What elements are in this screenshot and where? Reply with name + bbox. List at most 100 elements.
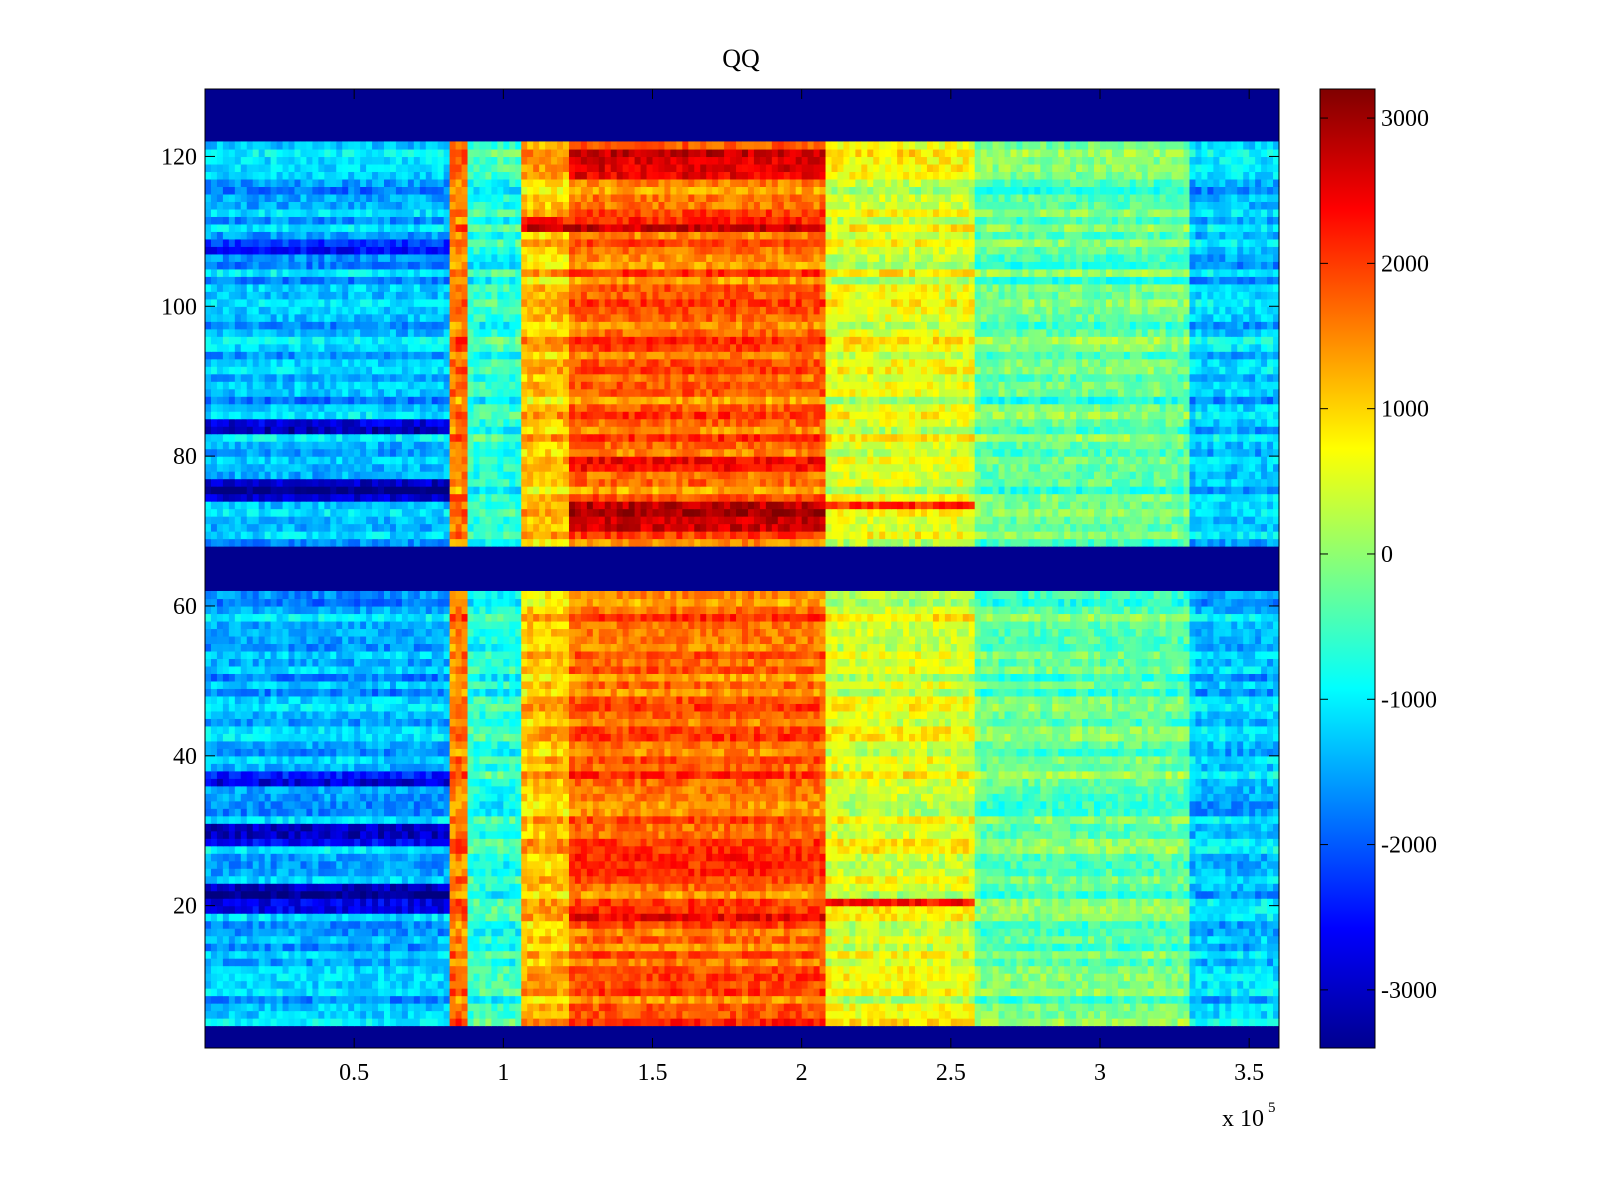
heatmap-cell bbox=[610, 995, 618, 1004]
heatmap-cell bbox=[294, 838, 302, 847]
heatmap-cell bbox=[473, 950, 481, 959]
heatmap-cell bbox=[210, 830, 218, 839]
heatmap-cell bbox=[992, 1003, 1000, 1012]
heatmap-cell bbox=[372, 830, 379, 839]
heatmap-cell bbox=[1105, 883, 1113, 892]
heatmap-cell bbox=[527, 920, 534, 929]
heatmap-cell bbox=[288, 860, 296, 869]
heatmap-cell bbox=[1213, 890, 1220, 899]
heatmap-cell bbox=[1129, 988, 1137, 997]
heatmap-cell bbox=[974, 1003, 982, 1012]
heatmap-cell bbox=[1231, 1003, 1238, 1012]
heatmap-cell bbox=[449, 965, 457, 974]
heatmap-cell bbox=[694, 973, 701, 982]
heatmap-cell bbox=[515, 830, 522, 839]
heatmap-cell bbox=[664, 943, 671, 952]
heatmap-cell bbox=[246, 823, 254, 832]
heatmap-cell bbox=[1070, 890, 1077, 899]
heatmap-cell bbox=[228, 845, 236, 854]
heatmap-cell bbox=[592, 853, 600, 862]
heatmap-cell bbox=[783, 995, 791, 1004]
heatmap-cell bbox=[1195, 935, 1203, 944]
heatmap-cell bbox=[730, 883, 737, 892]
heatmap-cell bbox=[1183, 905, 1191, 914]
heatmap-cell bbox=[300, 920, 308, 929]
heatmap-cell bbox=[312, 1018, 319, 1027]
heatmap-cell bbox=[372, 980, 379, 989]
heatmap-cell bbox=[354, 913, 361, 922]
heatmap-cell bbox=[634, 1018, 642, 1027]
heatmap-cell bbox=[897, 890, 904, 899]
heatmap-cell bbox=[974, 890, 982, 899]
heatmap-cell bbox=[222, 928, 230, 937]
heatmap-cell bbox=[234, 1003, 242, 1012]
heatmap-cell bbox=[1111, 1010, 1119, 1019]
heatmap-cell bbox=[574, 868, 582, 877]
heatmap-cell bbox=[234, 830, 242, 839]
heatmap-cell bbox=[664, 830, 671, 839]
heatmap-cell bbox=[998, 860, 1006, 869]
heatmap-cell bbox=[366, 1010, 373, 1019]
heatmap-cell bbox=[831, 853, 839, 862]
heatmap-cell bbox=[1273, 823, 1280, 832]
heatmap-cell bbox=[724, 830, 731, 839]
heatmap-cell bbox=[747, 890, 755, 899]
heatmap-cell bbox=[1016, 838, 1024, 847]
heatmap-cell bbox=[461, 860, 469, 869]
heatmap-cell bbox=[401, 845, 409, 854]
heatmap-cell bbox=[1165, 1003, 1173, 1012]
heatmap-cell bbox=[336, 958, 343, 967]
heatmap-cell bbox=[1094, 868, 1101, 877]
heatmap-cell bbox=[956, 928, 964, 937]
heatmap-cell bbox=[563, 898, 570, 907]
heatmap-cell bbox=[395, 845, 403, 854]
heatmap-cell bbox=[622, 920, 630, 929]
heatmap-cell bbox=[401, 830, 409, 839]
heatmap-cell bbox=[664, 950, 671, 959]
heatmap-cell bbox=[855, 815, 862, 824]
heatmap-cell bbox=[616, 890, 624, 899]
heatmap-cell bbox=[360, 875, 367, 884]
heatmap-cell bbox=[216, 838, 224, 847]
heatmap-cell bbox=[509, 913, 516, 922]
heatmap-cell bbox=[312, 958, 319, 967]
heatmap-cell bbox=[998, 920, 1006, 929]
heatmap-cell bbox=[533, 995, 540, 1004]
heatmap-cell bbox=[712, 853, 719, 862]
heatmap-cell bbox=[950, 1003, 958, 1012]
heatmap-cell bbox=[1046, 890, 1053, 899]
heatmap-cell bbox=[610, 913, 618, 922]
heatmap-cell bbox=[616, 950, 624, 959]
heatmap-cell bbox=[646, 928, 654, 937]
heatmap-cell bbox=[1273, 928, 1280, 937]
heatmap-cell bbox=[676, 1003, 683, 1012]
heatmap-cell bbox=[294, 958, 302, 967]
heatmap-cell bbox=[1129, 958, 1137, 967]
heatmap-cell bbox=[1040, 845, 1047, 854]
heatmap-cell bbox=[378, 815, 385, 824]
heatmap-cell bbox=[1207, 853, 1214, 862]
heatmap-cell bbox=[252, 913, 260, 922]
heatmap-cell bbox=[825, 845, 833, 854]
heatmap-cell bbox=[998, 958, 1006, 967]
heatmap-cell bbox=[389, 898, 397, 907]
heatmap-cell bbox=[372, 853, 379, 862]
heatmap-cell bbox=[258, 853, 266, 862]
heatmap-cell bbox=[932, 913, 940, 922]
heatmap-cell bbox=[276, 995, 284, 1004]
heatmap-cell bbox=[1183, 875, 1191, 884]
heatmap-cell bbox=[354, 958, 361, 967]
heatmap-cell bbox=[706, 905, 713, 914]
heatmap-cell bbox=[759, 860, 767, 869]
heatmap-cell bbox=[1058, 1018, 1065, 1027]
heatmap-cell bbox=[992, 913, 1000, 922]
heatmap-cell bbox=[431, 995, 439, 1004]
heatmap-cell bbox=[324, 883, 331, 892]
heatmap-cell bbox=[873, 875, 880, 884]
heatmap-cell bbox=[1189, 905, 1197, 914]
heatmap-cell bbox=[724, 838, 731, 847]
heatmap-cell bbox=[240, 838, 248, 847]
heatmap-cell bbox=[956, 845, 964, 854]
heatmap-cell bbox=[1010, 958, 1018, 967]
heatmap-cell bbox=[944, 815, 952, 824]
